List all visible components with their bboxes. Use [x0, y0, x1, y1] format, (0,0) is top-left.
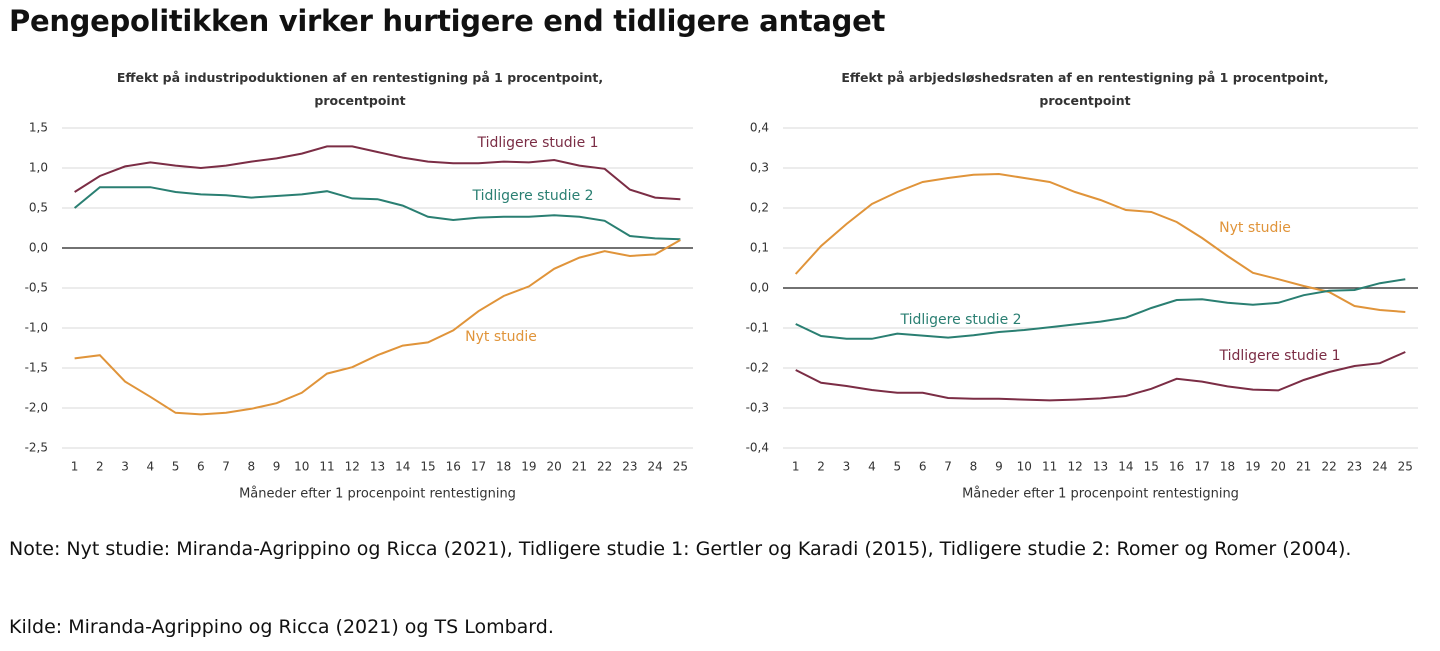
x-tick-label: 22	[597, 460, 612, 474]
y-tick-label: 0,1	[750, 241, 769, 255]
x-tick-label: 10	[294, 460, 309, 474]
series-label: Tidligere studie 2	[899, 312, 1021, 328]
x-tick-label: 13	[370, 460, 385, 474]
series-line	[74, 145, 681, 201]
y-tick-label: -2,5	[25, 441, 48, 455]
y-tick-label: 1,0	[29, 161, 48, 175]
x-tick-label: 15	[1144, 460, 1159, 474]
x-tick-label: 21	[572, 460, 587, 474]
y-tick-label: -0,5	[25, 281, 48, 295]
y-tick-label: 0,0	[750, 281, 769, 295]
x-tick-label: 24	[1372, 460, 1387, 474]
y-tick-label: 1,5	[29, 121, 48, 135]
x-tick-label: 15	[420, 460, 435, 474]
x-tick-label: 24	[647, 460, 662, 474]
x-tick-label: 16	[1169, 460, 1184, 474]
x-tick-label: 12	[1067, 460, 1082, 474]
series-label: Tidligere studie 2	[471, 188, 593, 204]
x-tick-label: 1	[71, 460, 79, 474]
x-tick-label: 20	[1271, 460, 1286, 474]
chart-title: Effekt på arbjedsløshedsraten af en rent…	[841, 70, 1329, 108]
x-tick-label: 20	[547, 460, 562, 474]
x-tick-label: 2	[96, 460, 104, 474]
x-tick-label: 8	[247, 460, 255, 474]
series-line	[794, 172, 1406, 313]
x-tick-label: 10	[1017, 460, 1032, 474]
y-tick-label: 0,5	[29, 201, 48, 215]
y-tick-label: -0,4	[746, 441, 769, 455]
x-tick-label: 4	[147, 460, 155, 474]
x-tick-label: 11	[1042, 460, 1057, 474]
series-label: Tidligere studie 1	[1218, 348, 1340, 364]
series-label: Tidligere studie 1	[476, 135, 598, 151]
x-tick-label: 22	[1321, 460, 1336, 474]
x-tick-label: 3	[121, 460, 129, 474]
x-tick-label: 17	[1194, 460, 1209, 474]
y-tick-label: -1,0	[25, 321, 48, 335]
charts: -2,5-2,0-1,5-1,0-0,50,00,51,01,51 2 3 4 5 6 7 8…	[25, 121, 1418, 502]
x-tick-label: 11	[319, 460, 334, 474]
series-line	[795, 351, 1406, 402]
note: Note: Nyt studie: Miranda-Agrippino og R…	[9, 538, 1352, 560]
series-label: Nyt studie	[465, 329, 537, 345]
y-tick-label: -1,5	[25, 361, 48, 375]
chart-title: Effekt på industripoduktionen af en rent…	[116, 70, 604, 108]
x-tick-label: 6	[197, 460, 205, 474]
x-tick-label: 7	[222, 460, 230, 474]
y-tick-label: -2,0	[25, 401, 48, 415]
x-tick-label: 18	[1220, 460, 1235, 474]
x-tick-label: 17	[471, 460, 486, 474]
x-tick-label: 23	[1347, 460, 1362, 474]
x-tick-label: 5	[172, 460, 180, 474]
x-tick-label: 19	[1245, 460, 1260, 474]
x-tick-label: 9	[995, 460, 1003, 474]
y-tick-label: -0,2	[746, 361, 769, 375]
x-tick-label: 16	[446, 460, 461, 474]
x-tick-label: 1	[792, 460, 800, 474]
x-tick-label: 8	[970, 460, 978, 474]
x-tick-label: 25	[673, 460, 688, 474]
y-tick-label: 0,4	[750, 121, 769, 135]
x-tick-label: 6	[919, 460, 927, 474]
x-tick-label: 12	[345, 460, 360, 474]
y-tick-label: 0,2	[750, 201, 769, 215]
series-line	[74, 239, 681, 416]
x-tick-label: 14	[395, 460, 410, 474]
x-axis-label: Måneder efter 1 procenpoint rentestignin…	[239, 487, 516, 502]
x-tick-label: 23	[622, 460, 637, 474]
x-tick-label: 19	[521, 460, 536, 474]
x-tick-label: 9	[273, 460, 281, 474]
x-tick-label: 4	[868, 460, 876, 474]
y-tick-label: 0,0	[29, 241, 48, 255]
series-label: Nyt studie	[1219, 220, 1291, 236]
x-tick-label: 2	[817, 460, 825, 474]
x-tick-label: 25	[1398, 460, 1413, 474]
y-tick-label: 0,3	[750, 161, 769, 175]
series-line	[795, 278, 1406, 340]
x-tick-label: 5	[893, 460, 901, 474]
series-line	[73, 186, 681, 241]
page-title: Pengepolitikken virker hurtigere end tid…	[9, 4, 886, 38]
y-tick-label: -0,3	[746, 401, 769, 415]
y-tick-label: -0,1	[746, 321, 769, 335]
x-tick-label: 3	[843, 460, 851, 474]
x-axis-label: Måneder efter 1 procenpoint rentestignin…	[962, 487, 1239, 502]
source: Kilde: Miranda-Agrippino og Ricca (2021)…	[9, 616, 554, 638]
x-tick-label: 18	[496, 460, 511, 474]
x-tick-label: 7	[944, 460, 952, 474]
x-tick-label: 14	[1118, 460, 1133, 474]
x-tick-label: 21	[1296, 460, 1311, 474]
x-tick-label: 13	[1093, 460, 1108, 474]
